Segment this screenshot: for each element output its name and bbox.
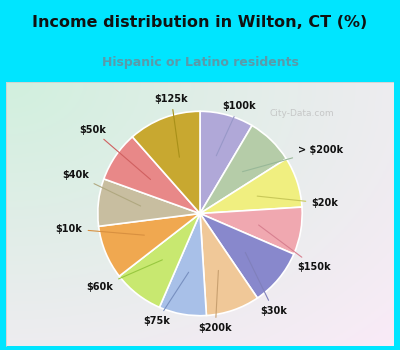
- Wedge shape: [119, 214, 200, 307]
- Wedge shape: [200, 159, 302, 214]
- Text: City-Data.com: City-Data.com: [270, 110, 334, 118]
- Wedge shape: [98, 179, 200, 226]
- Text: Hispanic or Latino residents: Hispanic or Latino residents: [102, 56, 298, 69]
- Text: $60k: $60k: [86, 260, 162, 292]
- Text: $100k: $100k: [216, 101, 256, 156]
- Text: $40k: $40k: [62, 170, 141, 206]
- Text: $125k: $125k: [154, 94, 188, 157]
- Wedge shape: [200, 214, 294, 298]
- Text: $150k: $150k: [259, 225, 331, 272]
- Wedge shape: [200, 207, 302, 254]
- Wedge shape: [99, 214, 200, 276]
- Wedge shape: [104, 137, 200, 214]
- Wedge shape: [200, 214, 258, 315]
- Text: $200k: $200k: [198, 271, 232, 333]
- Wedge shape: [200, 111, 252, 214]
- Text: Income distribution in Wilton, CT (%): Income distribution in Wilton, CT (%): [32, 15, 368, 30]
- Text: $75k: $75k: [144, 272, 189, 326]
- Wedge shape: [132, 111, 200, 214]
- Text: $10k: $10k: [56, 224, 144, 235]
- Text: > $200k: > $200k: [242, 145, 343, 172]
- Wedge shape: [200, 126, 286, 214]
- Text: $30k: $30k: [245, 252, 287, 316]
- Text: $20k: $20k: [257, 196, 338, 208]
- Text: $50k: $50k: [79, 125, 150, 180]
- Wedge shape: [160, 214, 206, 316]
